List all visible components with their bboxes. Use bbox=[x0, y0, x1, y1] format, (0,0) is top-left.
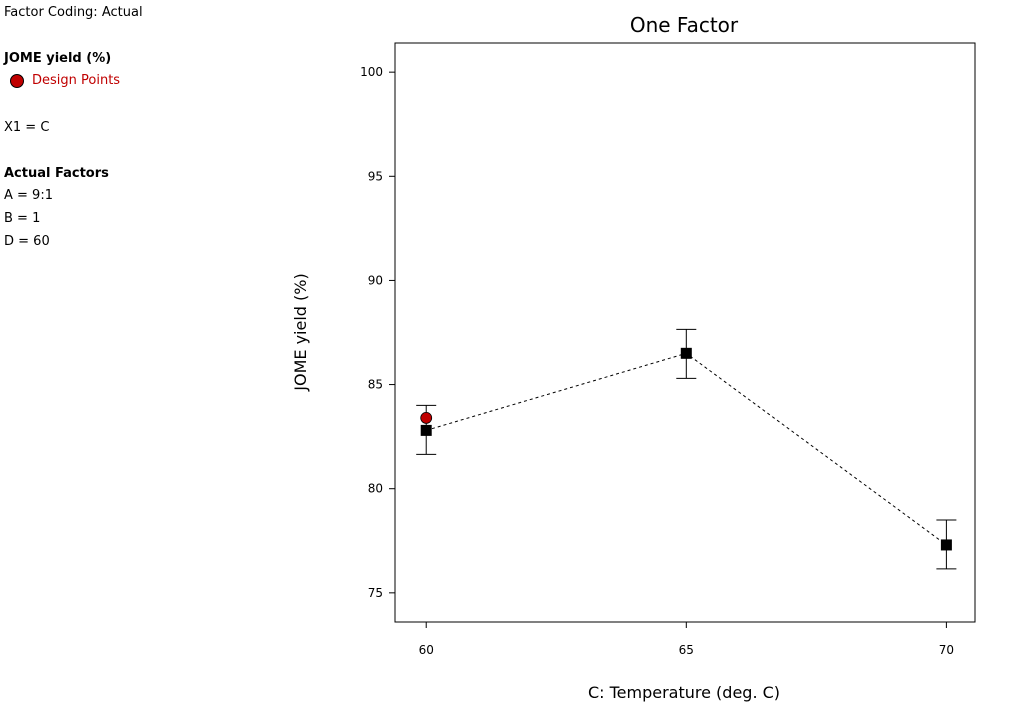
factor-coding-text: Factor Coding: Actual bbox=[4, 5, 143, 20]
design-points-legend: Design Points bbox=[10, 73, 120, 88]
mean-trend-line bbox=[426, 352, 947, 546]
y-tick-label: 100 bbox=[360, 65, 383, 79]
x1-label: X1 = C bbox=[4, 120, 50, 135]
factor-a: A = 9:1 bbox=[4, 188, 53, 203]
x-tick-label: 70 bbox=[939, 643, 954, 657]
y-tick-label: 85 bbox=[368, 378, 383, 392]
design-point-marker bbox=[420, 411, 433, 424]
factor-b: B = 1 bbox=[4, 211, 41, 226]
response-title: JOME yield (%) bbox=[4, 51, 112, 66]
chart-title: One Factor bbox=[630, 13, 739, 37]
actual-factors-title: Actual Factors bbox=[4, 166, 109, 181]
y-tick-label: 80 bbox=[368, 482, 383, 496]
series-layer bbox=[416, 328, 957, 570]
design-point-legend-marker bbox=[10, 73, 24, 88]
axis-ticks: 75 80 85 90 95 100 60 65 70 bbox=[360, 65, 954, 657]
y-tick-label: 95 bbox=[368, 169, 383, 183]
x-tick-label: 60 bbox=[419, 643, 434, 657]
x-axis-title: C: Temperature (deg. C) bbox=[588, 683, 780, 702]
factor-d: D = 60 bbox=[4, 234, 50, 249]
plot-frame bbox=[394, 42, 976, 623]
mean-marker bbox=[680, 347, 692, 359]
y-axis-title: JOME yield (%) bbox=[291, 273, 310, 391]
y-tick-label: 75 bbox=[368, 586, 383, 600]
mean-marker bbox=[420, 424, 432, 436]
mean-marker bbox=[940, 539, 952, 551]
design-points-label: Design Points bbox=[32, 73, 121, 88]
y-tick-label: 90 bbox=[368, 273, 383, 287]
x-tick-label: 65 bbox=[679, 643, 694, 657]
